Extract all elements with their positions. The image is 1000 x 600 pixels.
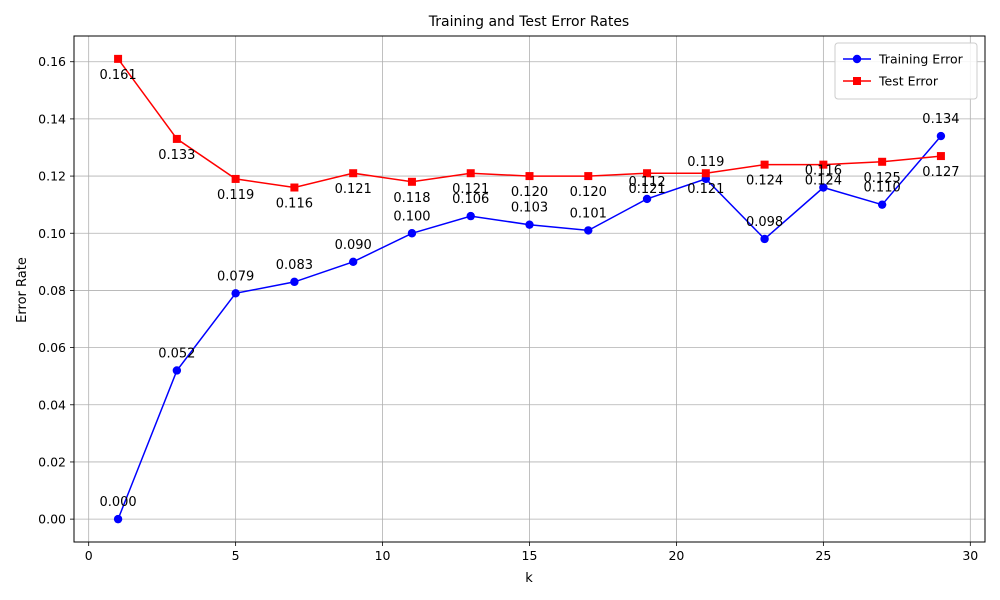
x-tick-label: 30	[962, 548, 978, 563]
training-error-marker	[642, 194, 652, 204]
test-error-marker	[584, 172, 593, 181]
test-error-data-label: 0.133	[158, 148, 195, 163]
training-error-marker	[348, 257, 358, 267]
test-error-data-label: 0.127	[922, 165, 959, 180]
training-error-data-label: 0.100	[393, 209, 430, 224]
test-error-marker	[466, 169, 475, 178]
training-error-data-label: 0.052	[158, 346, 195, 361]
training-error-data-label: 0.000	[99, 495, 136, 510]
training-error-data-label: 0.110	[864, 181, 901, 196]
test-error-marker	[290, 183, 299, 192]
training-error-marker	[466, 211, 475, 221]
test-error-marker	[407, 177, 416, 186]
test-error-data-label: 0.121	[628, 182, 665, 197]
y-tick-label: 0.14	[38, 111, 66, 126]
training-error-marker	[525, 220, 534, 229]
legend-label-test-error: Test Error	[878, 74, 939, 89]
y-axis-label: Error Rate	[15, 257, 30, 323]
legend-box	[834, 42, 978, 100]
chart-title: Training and Test Error Rates	[428, 14, 629, 30]
plot-series	[113, 54, 946, 524]
training-error-marker	[407, 229, 417, 238]
test-error-marker	[936, 152, 945, 161]
y-tick-label: 0.12	[38, 169, 66, 184]
test-error-marker	[643, 169, 652, 178]
x-axis-label: k	[525, 571, 533, 586]
training-error-marker	[819, 183, 828, 192]
test-error-data-label: 0.124	[805, 174, 842, 189]
test-error-marker	[760, 160, 769, 169]
training-error-marker	[584, 226, 593, 235]
training-error-marker	[113, 514, 123, 524]
y-tick-label: 0.02	[38, 454, 66, 469]
training-error-data-label: 0.112	[628, 175, 665, 190]
training-error-data-label: 0.079	[217, 269, 254, 284]
test-error-data-label: 0.116	[276, 197, 313, 212]
training-error-data-label: 0.116	[805, 164, 842, 179]
x-tick-label: 20	[668, 548, 684, 563]
test-error-data-label: 0.120	[570, 185, 607, 200]
test-error-marker	[231, 174, 240, 183]
legend-marker-training-error	[852, 54, 862, 64]
data-labels: 0.000 0.052 0.079 0.083 0.090 0.100 0.106 0.103…	[99, 68, 959, 510]
test-error-marker	[172, 134, 181, 143]
test-error-marker	[114, 54, 123, 63]
grid-lines	[74, 36, 985, 542]
training-error-data-label: 0.103	[511, 201, 548, 216]
y-tick-label: 0.16	[38, 54, 66, 69]
test-error-data-label: 0.161	[99, 68, 136, 83]
training-error-marker	[877, 200, 887, 209]
axis-ticks: 0 5 10 15 20 25 30 0.00 0.02 0.04 0.06 0.08 0.10 0.12…	[38, 54, 978, 563]
x-tick-label: 15	[522, 548, 538, 563]
training-error-marker	[172, 366, 182, 375]
legend-label-training-error: Training Error	[878, 52, 964, 67]
test-error-data-label: 0.121	[335, 182, 372, 197]
test-error-marker	[819, 160, 828, 169]
legend-marker-test-error	[853, 77, 861, 85]
training-error-marker	[231, 289, 240, 298]
training-error-data-label: 0.098	[746, 215, 783, 230]
test-error-marker	[878, 157, 887, 166]
test-error-data-label: 0.119	[217, 188, 254, 203]
training-error-data-label: 0.119	[687, 155, 724, 170]
y-tick-label: 0.10	[38, 226, 66, 241]
training-error-data-label: 0.083	[276, 258, 313, 273]
test-error-data-label: 0.118	[393, 191, 430, 206]
y-tick-label: 0.00	[38, 512, 66, 527]
test-error-data-label: 0.120	[511, 185, 548, 200]
training-error-marker	[936, 131, 946, 141]
training-error-data-label: 0.134	[922, 112, 959, 127]
test-error-marker	[349, 169, 358, 178]
legend: Training Error Test Error	[834, 42, 978, 100]
test-error-marker	[701, 169, 710, 178]
x-tick-label: 25	[815, 548, 831, 563]
test-error-data-label: 0.121	[452, 182, 489, 197]
y-tick-label: 0.06	[38, 340, 66, 355]
training-error-marker	[290, 277, 299, 287]
x-tick-label: 0	[85, 548, 93, 563]
training-error-data-label: 0.106	[452, 192, 489, 207]
test-error-data-label: 0.124	[746, 174, 783, 189]
y-tick-label: 0.08	[38, 283, 66, 298]
x-tick-label: 5	[232, 548, 240, 563]
test-error-data-label: 0.125	[864, 171, 901, 186]
training-error-marker	[760, 234, 769, 244]
test-error-marker	[525, 172, 534, 181]
y-tick-label: 0.04	[38, 397, 66, 412]
x-tick-label: 10	[375, 548, 391, 563]
training-error-data-label: 0.101	[570, 206, 607, 221]
training-error-data-label: 0.090	[335, 238, 372, 253]
test-error-data-label: 0.121	[687, 182, 724, 197]
